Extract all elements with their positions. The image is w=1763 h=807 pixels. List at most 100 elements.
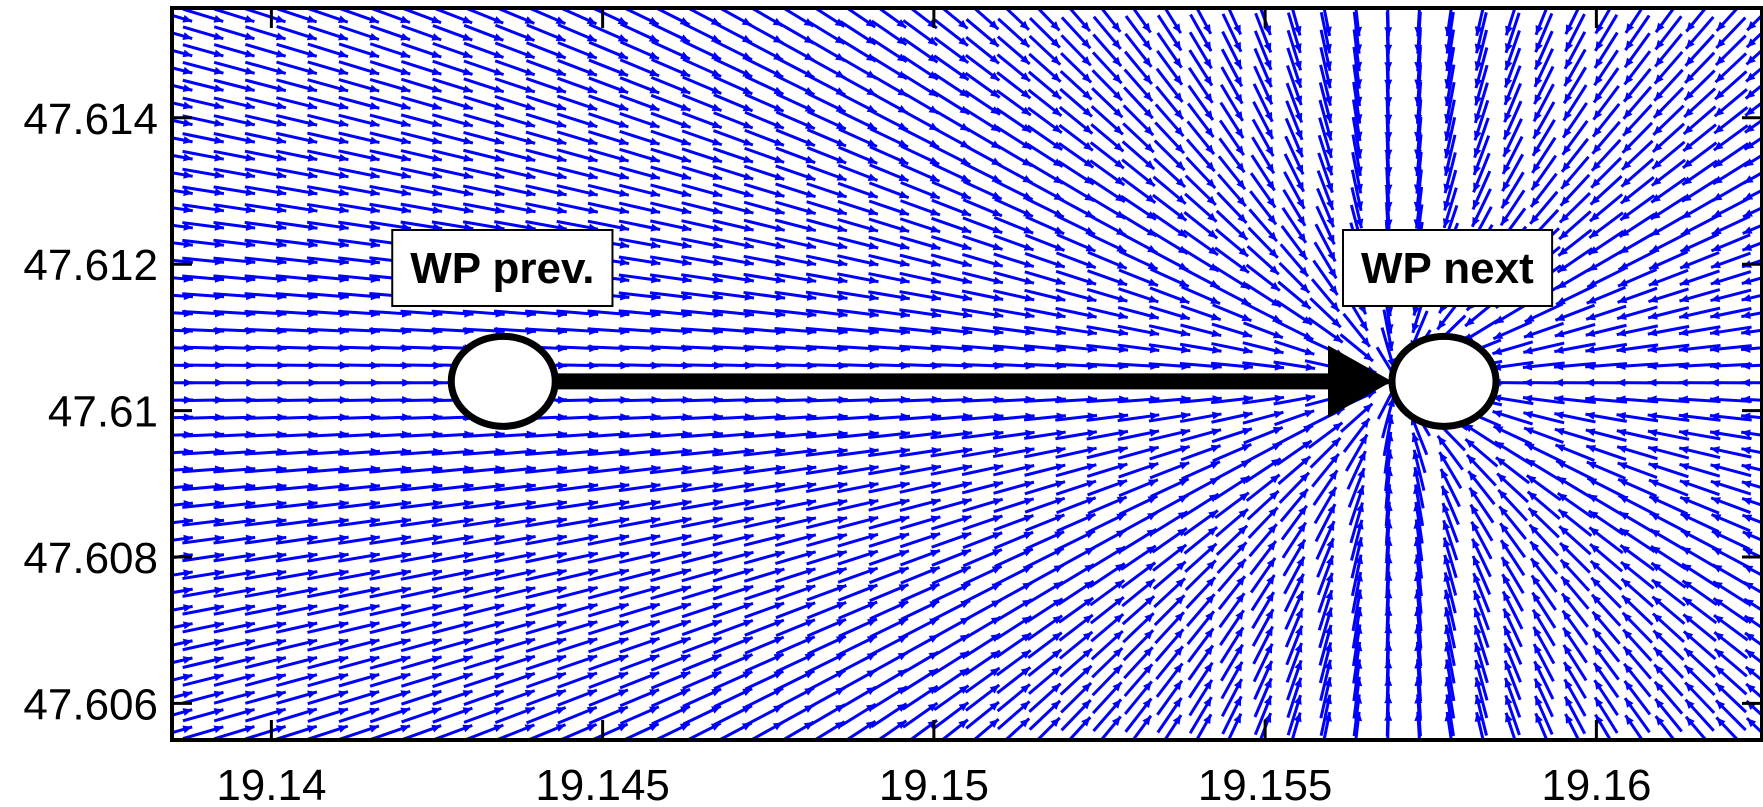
field-vector xyxy=(588,671,629,690)
field-vector xyxy=(307,690,349,706)
field-vector xyxy=(556,585,599,600)
field-vector xyxy=(172,708,193,717)
field-vector xyxy=(1713,106,1749,135)
field-vector xyxy=(172,136,193,145)
field-vector xyxy=(649,291,692,301)
x-axis: 19.14 19.145 19.15 19.155 19.16 xyxy=(216,8,1651,807)
field-vector xyxy=(650,550,692,565)
field-vector xyxy=(1678,395,1721,404)
field-vector xyxy=(774,447,817,457)
field-vector xyxy=(1472,572,1491,613)
field-vector xyxy=(1285,82,1304,124)
field-vector xyxy=(1564,8,1581,35)
field-vector xyxy=(806,110,847,131)
field-vector xyxy=(1149,445,1191,461)
field-vector xyxy=(525,534,568,546)
field-vector xyxy=(432,77,474,94)
field-vector xyxy=(525,148,567,163)
field-vector xyxy=(245,8,286,24)
field-vector xyxy=(1585,362,1628,371)
field-vector xyxy=(1243,426,1284,445)
field-vector xyxy=(774,533,817,548)
field-vector xyxy=(1024,446,1066,459)
x-tick-label: 19.14 xyxy=(216,761,326,807)
field-vector xyxy=(1534,12,1554,53)
field-vector xyxy=(868,308,911,319)
field-vector xyxy=(837,549,879,566)
field-vector xyxy=(1149,286,1190,305)
field-vector xyxy=(525,568,567,582)
field-vector xyxy=(1188,679,1214,717)
field-vector xyxy=(338,238,381,249)
field-vector xyxy=(774,290,817,301)
field-vector xyxy=(1242,361,1285,371)
field-vector xyxy=(870,19,908,46)
field-vector xyxy=(494,586,536,600)
field-vector xyxy=(1593,49,1619,87)
field-vector xyxy=(213,8,255,24)
field-vector xyxy=(462,516,505,528)
field-vector xyxy=(1621,103,1653,137)
field-vector xyxy=(1619,176,1655,205)
field-vector xyxy=(431,638,474,653)
field-vector xyxy=(1218,592,1246,629)
field-vector xyxy=(1213,475,1251,501)
field-vector xyxy=(681,255,723,267)
field-vector xyxy=(1184,542,1218,573)
field-vector xyxy=(972,8,1000,31)
field-vector xyxy=(1502,100,1523,141)
field-vector xyxy=(1316,537,1335,578)
field-vector xyxy=(1474,29,1489,72)
field-vector xyxy=(1152,560,1187,590)
field-vector xyxy=(1647,395,1690,404)
field-vector xyxy=(1124,697,1153,733)
field-vector xyxy=(400,131,443,145)
field-vector xyxy=(1679,495,1720,515)
field-vector xyxy=(1090,123,1125,153)
field-vector xyxy=(172,83,193,93)
field-vector xyxy=(1319,29,1332,72)
field-vector xyxy=(1058,141,1095,169)
field-vector xyxy=(776,74,816,96)
field-vector xyxy=(1741,480,1762,490)
field-vector xyxy=(774,236,817,250)
field-vector xyxy=(525,620,567,635)
field-vector xyxy=(1219,609,1245,646)
field-vector xyxy=(868,498,910,512)
field-vector xyxy=(1746,13,1762,32)
field-vector xyxy=(1560,575,1590,610)
field-vector xyxy=(1499,522,1527,559)
field-vector xyxy=(1588,211,1624,240)
field-vector xyxy=(931,548,972,567)
field-vector xyxy=(775,601,816,620)
field-vector xyxy=(1195,713,1213,740)
field-vector xyxy=(182,96,224,110)
field-vector xyxy=(1442,519,1459,561)
field-vector xyxy=(1499,539,1526,577)
field-vector xyxy=(1351,606,1363,649)
field-vector xyxy=(681,653,723,672)
field-vector xyxy=(838,109,878,131)
field-vector xyxy=(401,724,442,740)
field-vector xyxy=(1187,66,1214,104)
field-vector xyxy=(1277,280,1312,310)
field-vector xyxy=(307,673,349,688)
field-vector xyxy=(213,725,255,740)
field-vector xyxy=(244,114,287,127)
field-vector xyxy=(432,95,474,111)
field-vector xyxy=(432,672,474,688)
field-vector xyxy=(1714,665,1748,696)
field-vector xyxy=(807,92,847,114)
field-vector xyxy=(307,131,349,145)
field-vector xyxy=(1533,65,1555,105)
field-vector xyxy=(1564,713,1581,740)
field-vector xyxy=(931,180,972,200)
field-vector xyxy=(837,236,879,250)
field-vector xyxy=(939,718,969,740)
field-vector xyxy=(1131,8,1152,34)
field-vector xyxy=(1099,8,1122,33)
field-vector xyxy=(681,550,723,565)
field-vector xyxy=(369,499,412,510)
field-vector xyxy=(1003,717,1031,740)
field-vector xyxy=(997,17,1031,49)
